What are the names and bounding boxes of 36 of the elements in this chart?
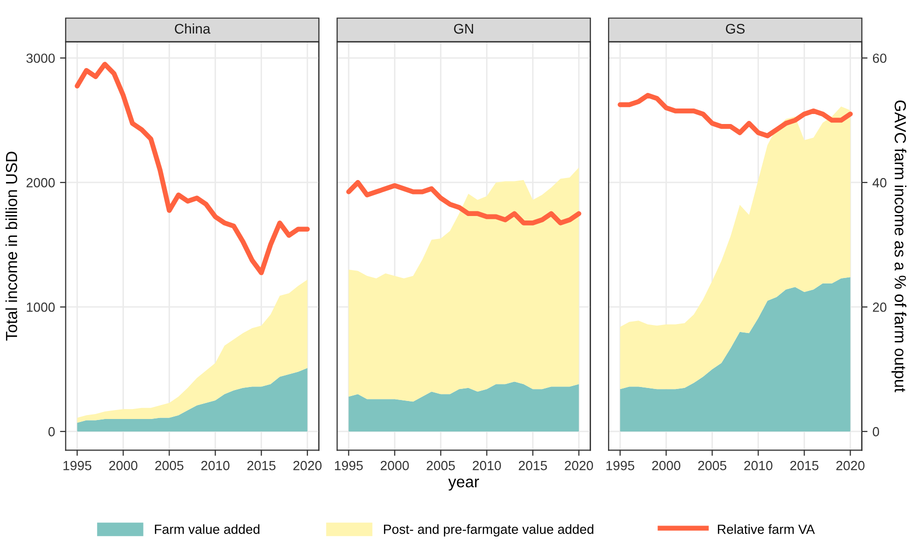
x-tick-label: 2015 xyxy=(790,460,818,470)
x-tick-label: 2015 xyxy=(247,460,276,470)
x-tick-label: 2020 xyxy=(293,460,322,470)
chart-title: GS xyxy=(726,24,745,34)
x-tick-label: 2010 xyxy=(472,460,501,470)
x-tick-label: 1995 xyxy=(64,460,92,470)
x-tick-label: 2015 xyxy=(518,460,547,470)
x-tick-label: 2005 xyxy=(155,460,184,470)
y2-tick-label: 60 xyxy=(872,54,886,63)
x-axis-title: year xyxy=(448,478,480,491)
y-tick-label: 1000 xyxy=(26,302,55,312)
y2-tick-label: 40 xyxy=(872,178,886,188)
x-tick-label: 1995 xyxy=(334,460,363,470)
x-tick-label: 2020 xyxy=(836,460,864,470)
y2-tick-label: 0 xyxy=(872,427,880,436)
x-tick-label: 1995 xyxy=(606,460,634,470)
legend-label: Post- and pre-farmgate value added xyxy=(384,524,594,537)
x-tick-label: 2000 xyxy=(109,460,138,470)
legend-label: Relative farm VA xyxy=(718,524,815,534)
line-series xyxy=(618,92,853,138)
x-tick-label: 2000 xyxy=(652,460,680,470)
x-tick-label: 2005 xyxy=(426,460,455,470)
legend-label: Farm value added xyxy=(154,524,260,534)
y2-axis-title: GAVC farm income as a % of farm output xyxy=(891,100,906,392)
y-axis-title: Total income in billion USD xyxy=(5,152,18,341)
chart-title: China xyxy=(174,23,210,34)
y-tick-label: 2000 xyxy=(26,178,55,188)
x-tick-label: 2020 xyxy=(564,460,594,470)
x-tick-label: 2010 xyxy=(744,460,772,470)
y2-tick-label: 20 xyxy=(872,302,886,312)
x-tick-label: 2010 xyxy=(201,460,230,470)
y-tick-label: 0 xyxy=(48,427,55,436)
x-tick-label: 2005 xyxy=(698,460,726,470)
chart-title: GN xyxy=(454,24,474,34)
x-tick-label: 2000 xyxy=(380,460,409,470)
y-tick-label: 3000 xyxy=(26,54,55,63)
